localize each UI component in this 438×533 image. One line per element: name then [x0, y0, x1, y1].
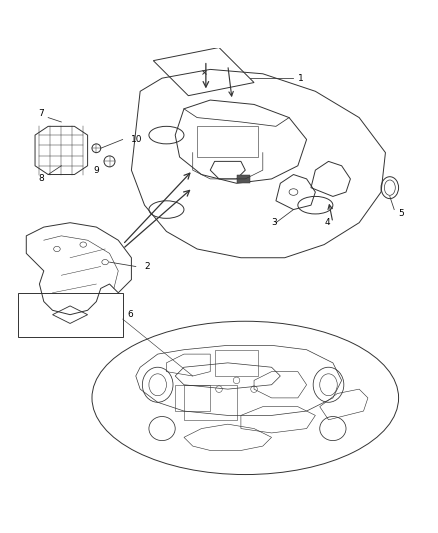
Text: 6: 6 [127, 310, 133, 319]
Text: 5: 5 [399, 209, 404, 219]
Text: 2: 2 [145, 262, 150, 271]
Polygon shape [237, 174, 250, 183]
Text: 7: 7 [38, 109, 44, 118]
Text: 10: 10 [131, 135, 143, 144]
Bar [18, 293, 123, 336]
Text: 3: 3 [272, 218, 277, 227]
Text: 1: 1 [298, 74, 304, 83]
Text: 9: 9 [93, 166, 99, 175]
Text: 8: 8 [38, 174, 44, 183]
Text: 4: 4 [324, 218, 330, 227]
